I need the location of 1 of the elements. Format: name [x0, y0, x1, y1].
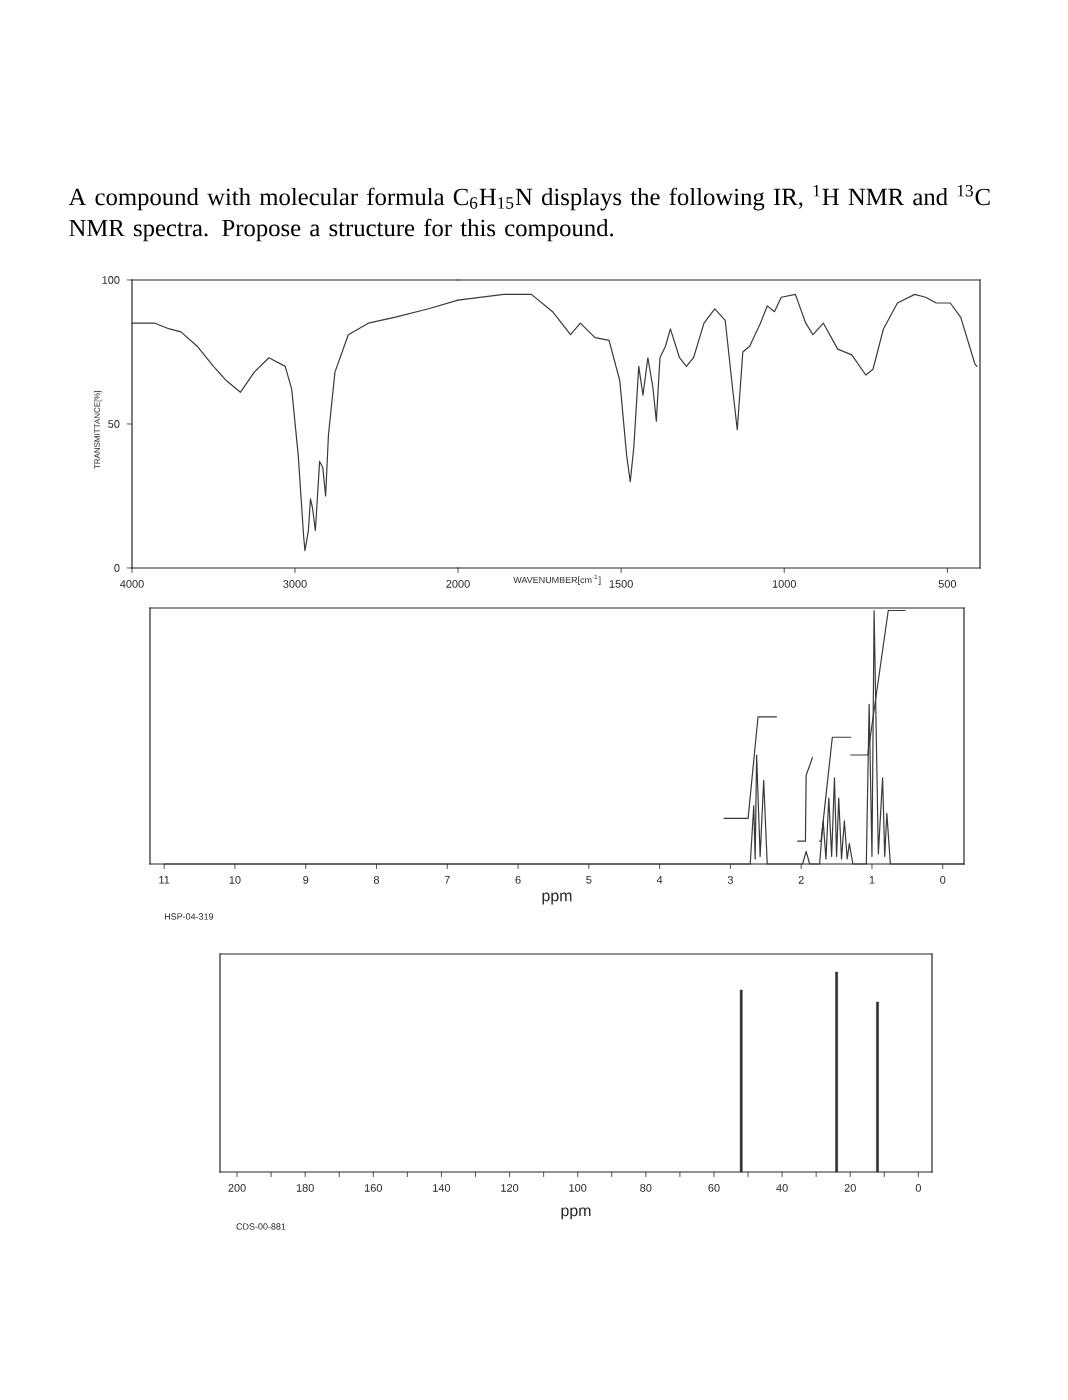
chart-title: A compound with molecular formula C$_{6}$H$_{15}$N displays the following IR, $^{1}$H NMR and $^{13}$C NMR spectra. Propose a structure for this compound. — [68, 184, 990, 242]
